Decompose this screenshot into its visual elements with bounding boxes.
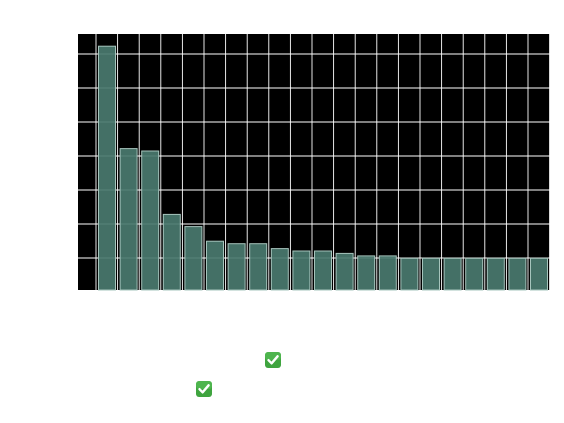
bars xyxy=(98,45,548,291)
bar-17 xyxy=(443,257,462,291)
bar-14 xyxy=(378,255,397,291)
bar-6 xyxy=(206,240,224,291)
bar-19 xyxy=(486,257,505,291)
bar-15 xyxy=(400,257,419,291)
bar-4 xyxy=(162,213,181,291)
bar-7 xyxy=(227,243,246,291)
bar-18 xyxy=(465,257,484,291)
bar-20 xyxy=(508,257,527,291)
check-mark-button-icon xyxy=(265,352,281,368)
bar-2 xyxy=(119,148,138,291)
bar-1 xyxy=(98,45,116,291)
bar-12 xyxy=(335,252,354,291)
bar-9 xyxy=(270,248,289,291)
grid-lines xyxy=(78,34,551,290)
bar-10 xyxy=(292,250,311,291)
bar-3 xyxy=(141,150,160,291)
bar-11 xyxy=(314,250,332,291)
check-mark-button-icon xyxy=(196,381,212,397)
bar-13 xyxy=(357,255,376,291)
bar-8 xyxy=(249,243,268,291)
bar-16 xyxy=(422,257,440,291)
bar-21 xyxy=(530,257,548,291)
bar-5 xyxy=(184,226,203,291)
